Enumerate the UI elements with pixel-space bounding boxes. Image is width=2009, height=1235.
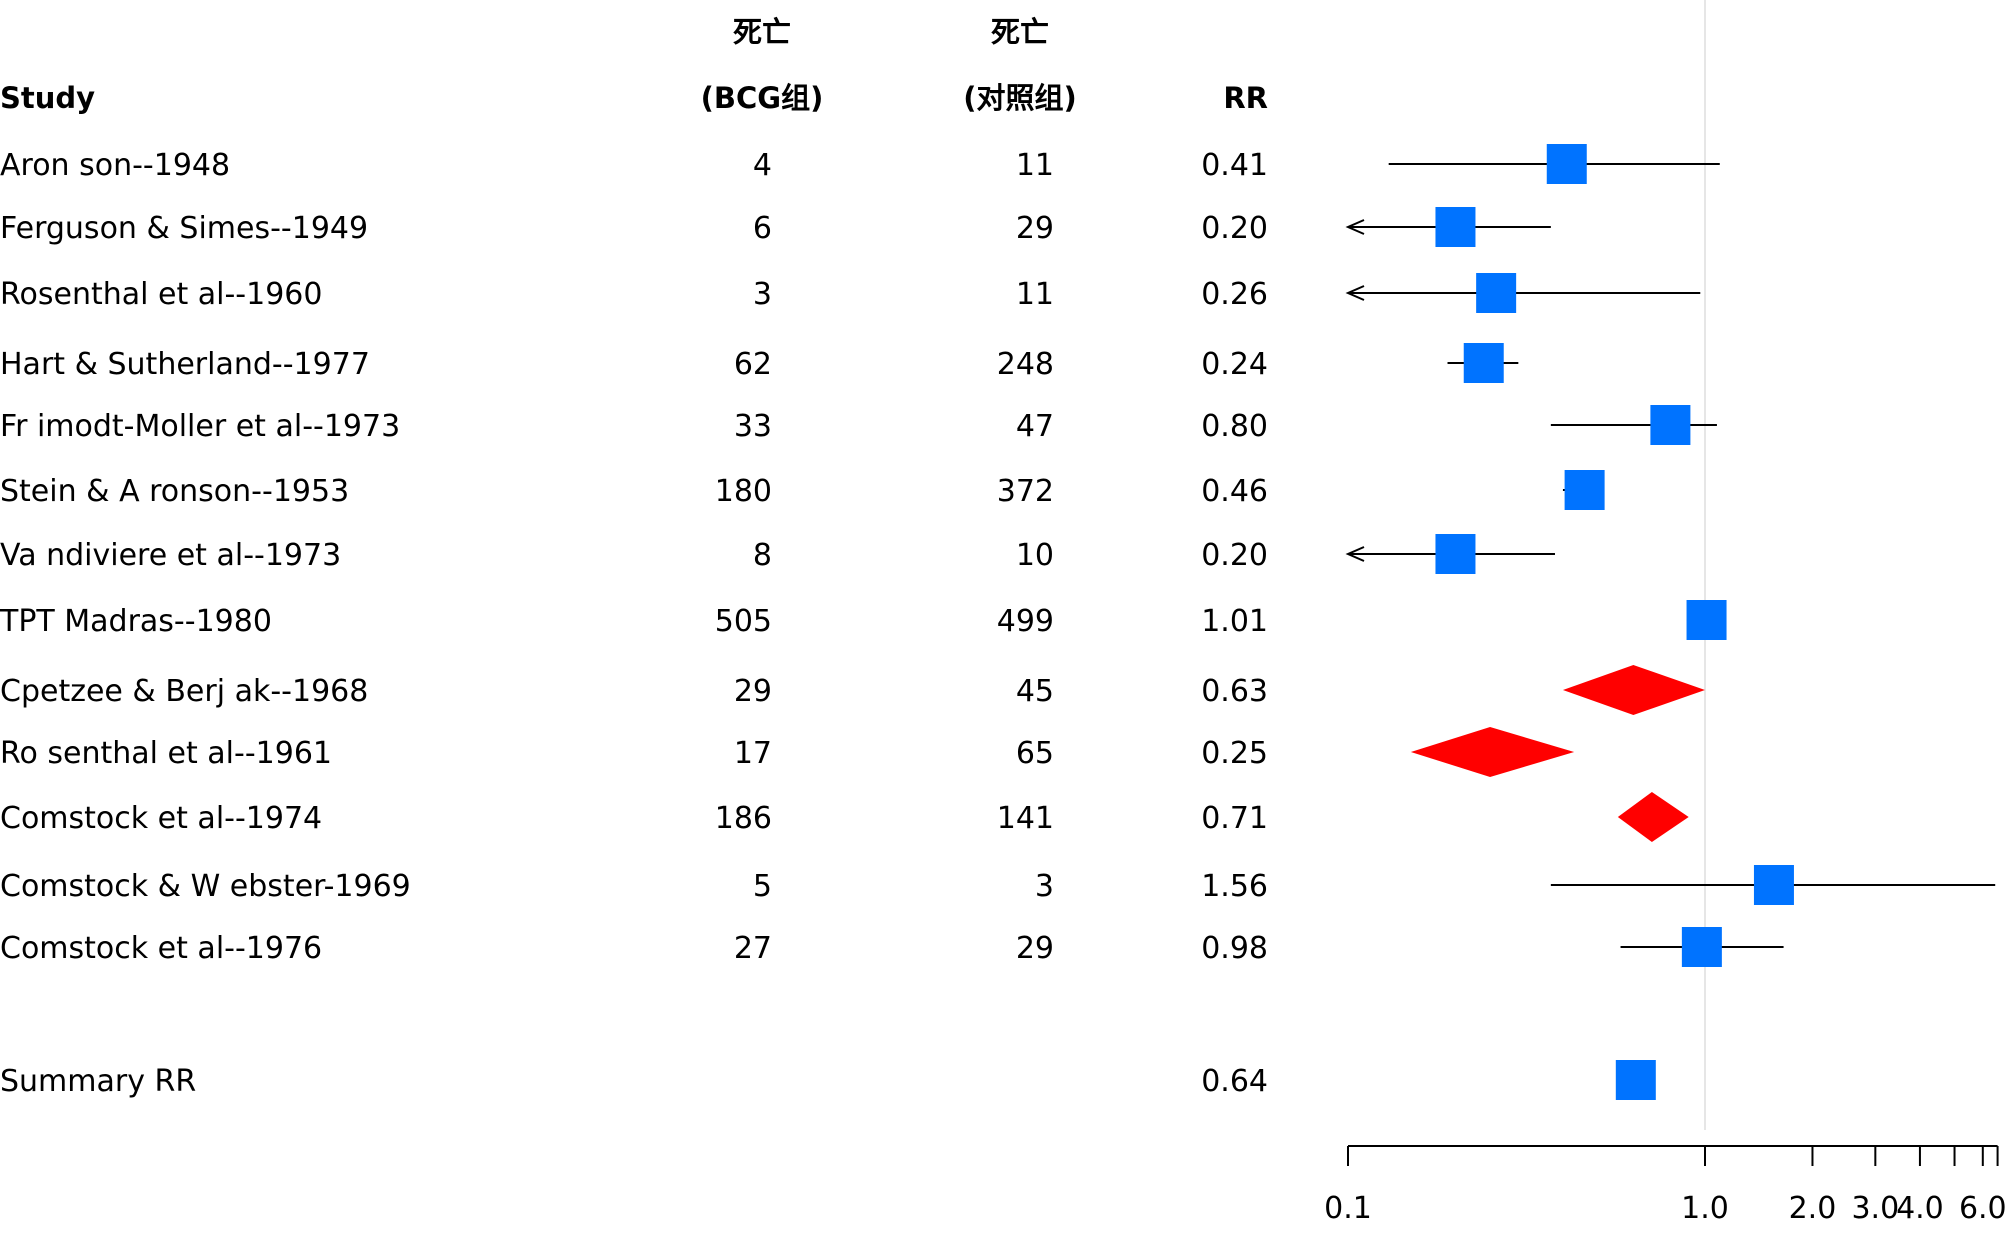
header-study: Study xyxy=(0,81,95,115)
control-deaths-value: 65 xyxy=(1016,736,1054,771)
x-tick-label: 6.0 xyxy=(1959,1191,2007,1226)
x-axis: 0.1 1.0 2.0 3.04.0 6.0 xyxy=(1324,1145,2007,1226)
study-10-diamond xyxy=(1410,727,1575,777)
study-2-ci-arrow xyxy=(1345,219,1365,235)
rr-value: 0.41 xyxy=(1201,148,1268,183)
study-3-ci-arrow xyxy=(1345,285,1365,301)
study-label: Stein & A ronson--1953 xyxy=(0,474,349,509)
bcg-deaths-value: 17 xyxy=(734,736,772,771)
bcg-deaths-value: 6 xyxy=(753,211,772,246)
control-deaths-value: 499 xyxy=(997,604,1054,639)
study-8-box xyxy=(1686,600,1727,640)
rr-value: 0.20 xyxy=(1201,211,1268,246)
bcg-deaths-value: 3 xyxy=(753,277,772,312)
rr-value: 1.56 xyxy=(1201,869,1268,904)
header-control-top: 死亡 xyxy=(991,15,1049,49)
control-deaths-value: 141 xyxy=(997,801,1054,836)
bcg-deaths-value: 4 xyxy=(753,148,772,183)
study-1-box xyxy=(1546,144,1587,184)
x-tick-label: 3.0 xyxy=(1851,1191,1899,1226)
study-label: Comstock et al--1974 xyxy=(0,801,322,836)
control-deaths-value: 45 xyxy=(1016,674,1054,709)
bcg-deaths-value: 5 xyxy=(753,869,772,904)
study-label: TPT Madras--1980 xyxy=(0,604,272,639)
bcg-deaths-value: 505 xyxy=(715,604,772,639)
study-label: Ro senthal et al--1961 xyxy=(0,736,332,771)
rr-value: 0.26 xyxy=(1201,277,1268,312)
control-deaths-value: 11 xyxy=(1016,148,1054,183)
header-control-deaths: (对照组) xyxy=(963,81,1077,115)
summary-label: Summary RR xyxy=(0,1064,196,1099)
study-label: Comstock & W ebster-1969 xyxy=(0,869,411,904)
bcg-deaths-value: 62 xyxy=(734,347,772,382)
control-deaths-value: 372 xyxy=(997,474,1054,509)
control-deaths-value: 3 xyxy=(1035,869,1054,904)
control-deaths-value: 10 xyxy=(1016,538,1054,573)
x-tick-label: 0.1 xyxy=(1324,1191,1372,1226)
study-7-ci-arrow xyxy=(1345,546,1365,562)
summary-box xyxy=(1615,1060,1656,1100)
control-deaths-value: 248 xyxy=(997,347,1054,382)
rr-value: 0.71 xyxy=(1201,801,1268,836)
bcg-deaths-value: 27 xyxy=(734,931,772,966)
study-label: Aron son--1948 xyxy=(0,148,230,183)
study-3-box xyxy=(1476,273,1517,313)
rr-value: 0.63 xyxy=(1201,674,1268,709)
study-label: Cpetzee & Berj ak--1968 xyxy=(0,674,368,709)
bcg-deaths-value: 29 xyxy=(734,674,772,709)
rr-value: 0.25 xyxy=(1201,736,1268,771)
study-label: Fr imodt-Moller et al--1973 xyxy=(0,409,400,444)
rr-value: 0.98 xyxy=(1201,931,1268,966)
bcg-deaths-value: 180 xyxy=(715,474,772,509)
bcg-deaths-value: 186 xyxy=(715,801,772,836)
header-bcg-deaths: (BCG组) xyxy=(701,81,824,115)
bcg-deaths-value: 33 xyxy=(734,409,772,444)
study-2-box xyxy=(1435,207,1476,247)
rr-value: 1.01 xyxy=(1201,604,1268,639)
study-label: Rosenthal et al--1960 xyxy=(0,277,322,312)
effect-marks xyxy=(1345,144,1996,1100)
study-7-box xyxy=(1435,534,1476,574)
study-13-box xyxy=(1681,927,1722,967)
study-label: Va ndiviere et al--1973 xyxy=(0,538,341,573)
summary-rr-value: 0.64 xyxy=(1201,1064,1268,1099)
study-label: Ferguson & Simes--1949 xyxy=(0,211,368,246)
study-label: Hart & Sutherland--1977 xyxy=(0,347,370,382)
header-bcg-top: 死亡 xyxy=(733,15,791,49)
x-tick-label: 4.0 xyxy=(1896,1191,1944,1226)
study-6-box xyxy=(1564,470,1605,510)
header-rr: RR xyxy=(1223,81,1268,115)
x-tick-label: 1.0 xyxy=(1681,1191,1729,1226)
rr-value: 0.80 xyxy=(1201,409,1268,444)
study-12-box xyxy=(1753,865,1794,905)
study-11-diamond xyxy=(1617,792,1689,842)
control-deaths-value: 11 xyxy=(1016,277,1054,312)
control-deaths-value: 29 xyxy=(1016,931,1054,966)
study-5-box xyxy=(1650,405,1691,445)
study-4-box xyxy=(1463,343,1504,383)
rr-value: 0.46 xyxy=(1201,474,1268,509)
study-label: Comstock et al--1976 xyxy=(0,931,322,966)
control-deaths-value: 29 xyxy=(1016,211,1054,246)
x-tick-label: 2.0 xyxy=(1789,1191,1837,1226)
rr-value: 0.24 xyxy=(1201,347,1268,382)
bcg-deaths-value: 8 xyxy=(753,538,772,573)
control-deaths-value: 47 xyxy=(1016,409,1054,444)
study-rows: Aron son--1948 4 11 0.41 Ferguson & Simes--1… xyxy=(0,148,1268,1099)
study-9-diamond xyxy=(1562,665,1705,715)
rr-value: 0.20 xyxy=(1201,538,1268,573)
